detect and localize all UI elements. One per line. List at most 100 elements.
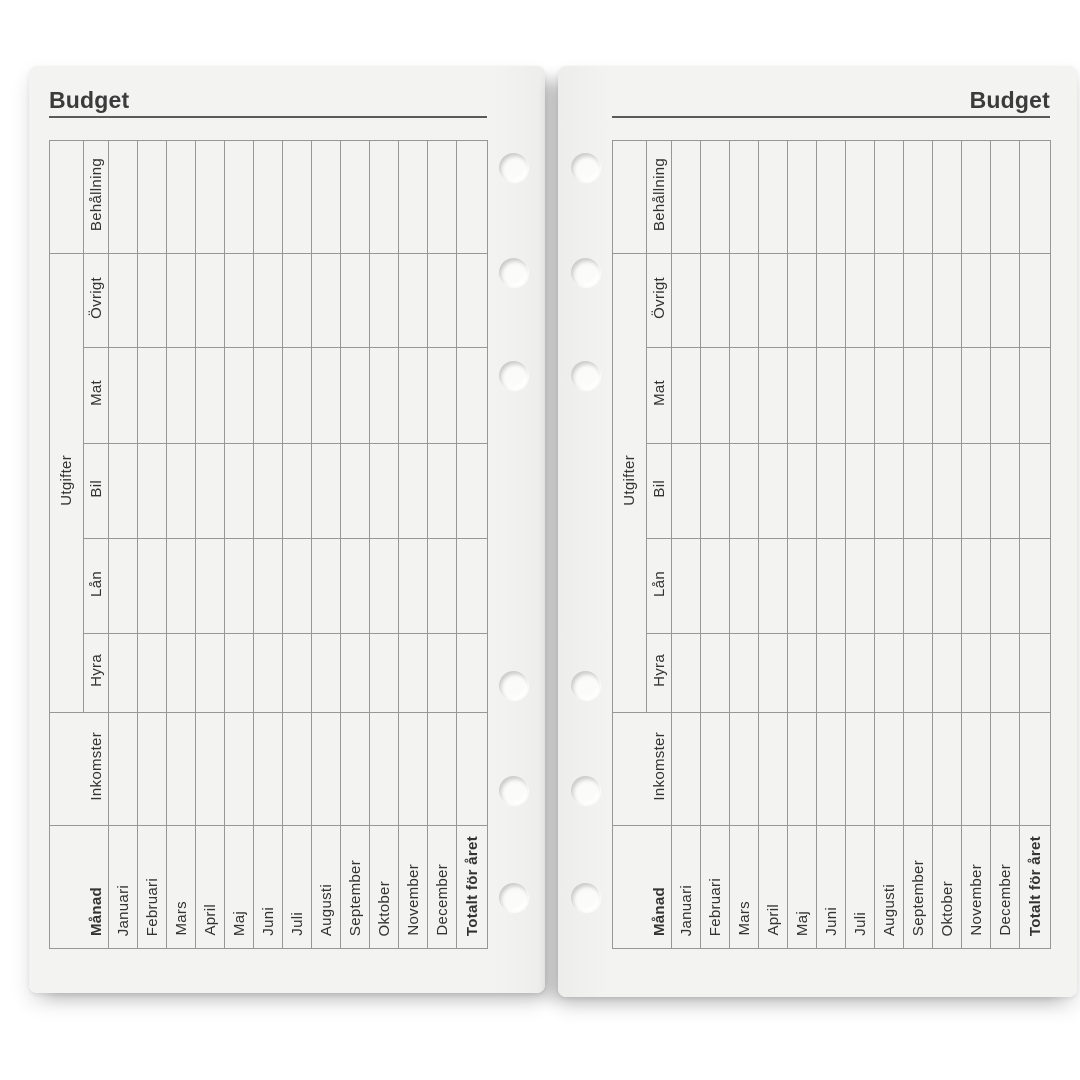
- grid-cell: [137, 253, 167, 348]
- grid-cell: [137, 538, 167, 634]
- label-text: Behållning: [650, 157, 668, 232]
- grid-cell: [758, 538, 788, 634]
- label-text: Hyra: [650, 654, 668, 687]
- grid-cell: [671, 253, 701, 348]
- grid-cell: [700, 443, 730, 539]
- grid-cell: [671, 140, 701, 254]
- grid-cell: [166, 712, 196, 826]
- grid-cell: [903, 538, 933, 634]
- binder-hole: [571, 153, 600, 182]
- grid-cell: [874, 538, 904, 634]
- grid-cell: [282, 633, 312, 713]
- grid-cell: [903, 443, 933, 539]
- grid-cell: [398, 712, 428, 826]
- grid-cell: [253, 347, 283, 444]
- month-label-juni: Juni: [816, 825, 846, 949]
- grid-cell: [369, 253, 399, 348]
- grid-cell: [369, 443, 399, 539]
- grid-cell: [195, 538, 225, 634]
- grid-cell: [224, 347, 254, 444]
- label-text: Utgifter: [621, 455, 638, 506]
- grid-cell: [369, 347, 399, 444]
- label-text: Bil: [650, 479, 668, 498]
- corner-cell: [49, 140, 84, 254]
- total-for-year-label: Totalt för året: [456, 825, 488, 949]
- label-text: Februari: [143, 877, 161, 936]
- table-row-hyra: Hyra: [50, 633, 488, 713]
- grid-cell: [816, 253, 846, 348]
- grid-cell: [671, 712, 701, 826]
- label-text: Bil: [87, 479, 105, 498]
- row-header-behallning: Behållning: [646, 140, 672, 254]
- row-header-bil: Bil: [646, 443, 672, 539]
- grid-cell: [195, 347, 225, 444]
- grid-cell: [671, 443, 701, 539]
- grid-cell: [311, 538, 341, 634]
- grid-cell: [137, 712, 167, 826]
- planner-page-left: Budget Behållning Utgifter Övrigt Mat Bi…: [29, 66, 545, 993]
- grid-cell: [932, 443, 962, 539]
- row-header-ovrigt: Övrigt: [646, 253, 672, 348]
- grid-cell: [874, 140, 904, 254]
- binder-hole: [571, 361, 600, 390]
- grid-cell: [166, 347, 196, 444]
- grid-cell: [787, 538, 817, 634]
- label-text: Oktober: [938, 880, 956, 936]
- grid-cell: [195, 140, 225, 254]
- grid-cell: [787, 633, 817, 713]
- grid-cell: [671, 633, 701, 713]
- month-label-maj: Maj: [787, 825, 817, 949]
- month-label-augusti: Augusti: [311, 825, 341, 949]
- grid-cell: [311, 712, 341, 826]
- month-label-oktober: Oktober: [932, 825, 962, 949]
- grid-cell: [1019, 347, 1051, 444]
- label-text: November: [967, 864, 985, 936]
- grid-cell: [137, 633, 167, 713]
- table-row-bil: Bil: [613, 443, 1051, 539]
- grid-cell: [427, 140, 457, 254]
- grid-cell: [758, 140, 788, 254]
- table-row-behallning: Behållning: [612, 140, 1051, 254]
- grid-cell: [903, 347, 933, 444]
- grid-cell: [456, 712, 488, 826]
- grid-cell: [700, 712, 730, 826]
- month-label-november: November: [398, 825, 428, 949]
- grid-cell: [903, 140, 933, 254]
- grid-cell: [816, 633, 846, 713]
- table-row-ovrigt: Utgifter Övrigt: [612, 253, 1051, 713]
- grid-cell: [456, 538, 488, 634]
- table-row-lan: Lån: [613, 538, 1051, 634]
- corner-cell: [612, 140, 647, 254]
- grid-cell: [729, 347, 759, 444]
- grid-cell: [816, 347, 846, 444]
- grid-cell: [903, 633, 933, 713]
- row-header-lan: Lån: [646, 538, 672, 634]
- grid-cell: [108, 712, 138, 826]
- month-column-header: Månad: [49, 825, 109, 949]
- label-text: Behållning: [87, 157, 105, 232]
- month-label-april: April: [758, 825, 788, 949]
- grid-cell: [427, 347, 457, 444]
- grid-cell: [845, 253, 875, 348]
- label-text: Månad: [650, 886, 668, 936]
- label-text: Oktober: [375, 880, 393, 936]
- month-label-februari: Februari: [700, 825, 730, 949]
- grid-cell: [456, 633, 488, 713]
- grid-cell: [990, 347, 1020, 444]
- grid-cell: [961, 140, 991, 254]
- row-header-hyra: Hyra: [83, 633, 109, 713]
- month-label-juli: Juli: [845, 825, 875, 949]
- grid-cell: [990, 253, 1020, 348]
- grid-cell: [282, 253, 312, 348]
- table-row-months: Månad Januari Februari Mars April Maj Ju…: [49, 825, 488, 949]
- grid-cell: [311, 140, 341, 254]
- title-underline: [49, 116, 487, 118]
- grid-cell: [758, 253, 788, 348]
- label-text: Augusti: [317, 883, 335, 936]
- grid-cell: [311, 253, 341, 348]
- table-row-inkomster: Inkomster: [612, 712, 1051, 826]
- grid-cell: [253, 633, 283, 713]
- grid-cell: [874, 712, 904, 826]
- grid-cell: [166, 633, 196, 713]
- grid-cell: [1019, 538, 1051, 634]
